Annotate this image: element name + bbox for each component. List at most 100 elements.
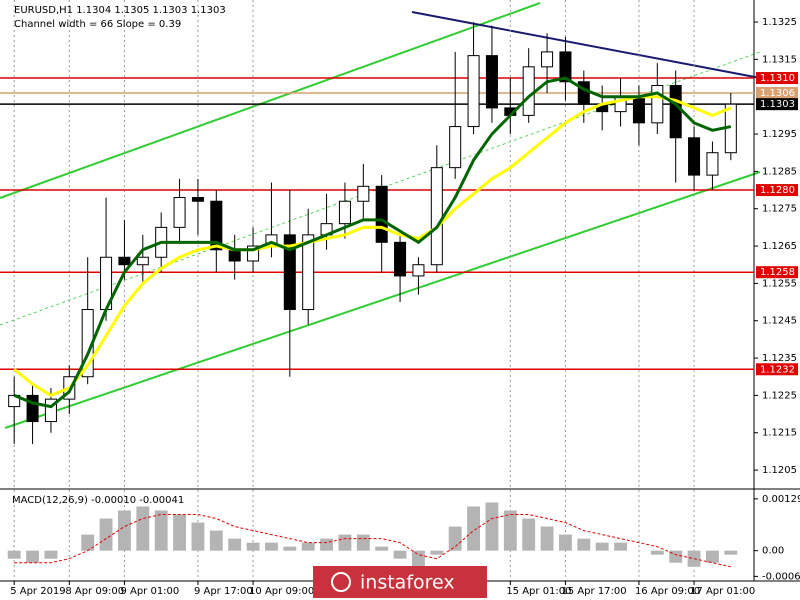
macd-bar <box>283 546 297 551</box>
candle-body <box>412 264 425 277</box>
channel-lower <box>4 171 761 429</box>
macd-bar <box>724 550 738 555</box>
y-tick-label: 1.1325 <box>762 17 797 28</box>
y-tick-label: 1.1275 <box>762 204 797 215</box>
macd-bar <box>503 510 517 551</box>
macd-bar <box>393 550 407 559</box>
y-tick-label: 1.1255 <box>762 278 797 289</box>
macd-bar <box>522 518 536 551</box>
y-tick-label: 0.00129 <box>762 494 800 505</box>
y-tick-label: 1.1315 <box>762 54 797 65</box>
y-tick-label: 1.1245 <box>762 316 797 327</box>
chart-title: EURUSD,H1 1.1304 1.1305 1.1303 1.1303 <box>14 5 226 16</box>
macd-bar <box>485 502 499 551</box>
y-tick-label: 1.1265 <box>762 241 797 252</box>
macd-bar <box>577 538 591 551</box>
macd-bar <box>540 526 554 551</box>
macd-bar <box>191 522 205 551</box>
candle-body <box>449 126 462 169</box>
x-tick-label: 16 Apr 09:00 <box>635 586 700 597</box>
candle-body <box>522 66 535 116</box>
macd-bar <box>301 542 315 551</box>
macd-bar <box>430 550 444 555</box>
candle-body <box>302 234 315 311</box>
x-tick-label: 10 Apr 09:00 <box>249 586 314 597</box>
level-label: 1.1303 <box>760 99 795 110</box>
level-label: 1.1310 <box>760 73 795 84</box>
x-tick-label: 17 Apr 01:00 <box>690 586 755 597</box>
macd-bar <box>448 526 462 551</box>
candle-body <box>375 185 388 243</box>
y-tick-label: -0.00064 <box>762 571 800 582</box>
candle-body <box>283 234 296 311</box>
macd-bar <box>320 538 333 551</box>
macd-title: MACD(12,26,9) -0.00010 -0.00041 <box>12 495 184 506</box>
candle-body <box>357 185 370 202</box>
candle-body <box>394 241 407 277</box>
macd-bar <box>154 510 168 551</box>
level-label: 1.1306 <box>760 88 795 99</box>
candle-body <box>651 85 664 124</box>
watermark-icon <box>331 572 351 592</box>
candle-body <box>118 256 131 266</box>
macd-bar <box>99 518 113 551</box>
candle-body <box>706 152 719 176</box>
level-label-box <box>756 98 798 111</box>
y-tick-label: 1.1225 <box>762 390 797 401</box>
candle-body <box>26 394 39 423</box>
macd-bar <box>559 534 572 551</box>
y-tick-label: 1.1235 <box>762 353 797 364</box>
watermark-text: instaforex <box>360 572 455 594</box>
macd-bar <box>706 550 719 563</box>
macd-bar <box>81 534 95 551</box>
level-label: 1.1232 <box>760 364 795 375</box>
candle-body <box>228 249 241 262</box>
level-label: 1.1258 <box>760 267 795 278</box>
macd-bar <box>26 550 39 563</box>
x-tick-label: 15 Apr 01:00 <box>506 586 571 597</box>
y-tick-label: 1.1285 <box>762 166 797 177</box>
channel-upper <box>0 2 541 199</box>
watermark-box <box>313 566 487 598</box>
macd-bar <box>265 542 278 551</box>
y-tick-label: 0.00 <box>762 546 784 557</box>
watermark: instaforex <box>313 566 487 598</box>
candle-body <box>173 197 186 228</box>
x-tick-label: 5 Apr 2019 <box>10 586 65 597</box>
macd-bar <box>467 506 480 551</box>
candle-body <box>338 200 351 225</box>
level-label-box <box>756 363 798 376</box>
y-tick-label: 1.1295 <box>762 129 797 140</box>
candle-body <box>541 51 554 68</box>
level-label: 1.1280 <box>760 185 795 196</box>
level-label-box <box>756 72 798 85</box>
chart-subtitle: Channel width = 66 Slope = 0.39 <box>14 19 181 30</box>
level-label-box <box>756 184 798 197</box>
macd-bar <box>246 542 260 551</box>
y-tick-label: 1.1215 <box>762 428 797 439</box>
macd-bar <box>614 542 627 551</box>
macd-bar <box>136 506 150 551</box>
macd-bar <box>412 550 425 567</box>
candle-body <box>430 167 443 266</box>
candle-body <box>467 55 480 128</box>
macd-bar <box>118 510 131 551</box>
macd-bar <box>173 514 186 551</box>
y-tick-label: 1.1205 <box>762 465 797 476</box>
candle-body <box>632 96 645 124</box>
moving-average <box>13 76 732 409</box>
candle-body <box>191 197 204 202</box>
candle-body <box>688 137 701 176</box>
macd-bar <box>375 546 389 551</box>
macd-bar <box>650 550 664 555</box>
macd-bar <box>356 534 370 551</box>
x-tick-label: 15 Apr 17:00 <box>561 586 626 597</box>
x-tick-label: 9 Apr 17:00 <box>194 586 253 597</box>
macd-bar <box>44 550 58 559</box>
macd-bar <box>209 530 223 551</box>
candle-body <box>669 85 682 139</box>
trend-line <box>411 11 761 79</box>
macd-bar <box>595 542 609 551</box>
level-label-box <box>756 266 798 279</box>
